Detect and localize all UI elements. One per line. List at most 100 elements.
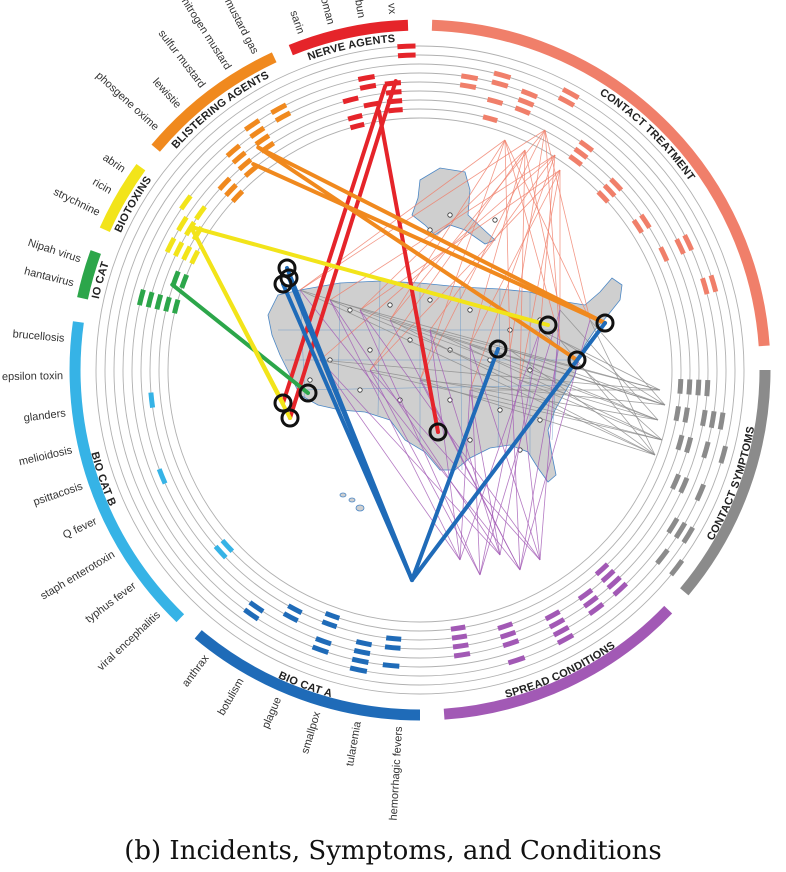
city-marker <box>467 437 473 443</box>
category-arc-contact_symptoms <box>680 369 771 596</box>
agent-label: tularemia <box>344 720 364 768</box>
agent-tick <box>684 436 694 454</box>
agent-tick <box>314 636 332 647</box>
agent-tick <box>596 190 610 204</box>
hawaii <box>339 492 365 512</box>
category-arc-nerve <box>288 19 409 56</box>
agent-tick <box>357 74 375 82</box>
state-border-line <box>459 286 463 471</box>
link-line <box>369 169 561 371</box>
category-arc-bio_b <box>69 321 185 623</box>
agent-label: Nipah virus <box>26 237 83 266</box>
agent-tick <box>274 110 292 123</box>
incident-marker <box>273 393 293 413</box>
agent-label: anthrax <box>180 652 212 689</box>
incident-link <box>288 79 398 420</box>
agent-tick <box>282 611 299 624</box>
agent-tick <box>353 647 371 657</box>
agent-label: smallpox <box>299 710 323 756</box>
figure-caption: (b) Incidents, Symptoms, and Conditions <box>124 836 662 866</box>
incident-marker <box>488 339 508 359</box>
link-line <box>559 309 659 421</box>
agent-tick <box>701 441 711 459</box>
incident-link <box>189 224 292 420</box>
agent-tick <box>548 617 566 630</box>
agent-tick <box>453 651 471 659</box>
usa-map <box>267 167 623 512</box>
agent-tick <box>224 183 238 198</box>
agent-tick <box>507 655 526 666</box>
agent-tick <box>351 656 369 665</box>
agent-label: epsilon toxin <box>2 370 63 383</box>
agent-label: melioidosis <box>18 444 74 468</box>
link-line <box>329 299 661 391</box>
agent-tick <box>451 633 468 641</box>
incident-link <box>410 347 500 582</box>
link-line <box>319 359 461 561</box>
link-line <box>519 169 561 381</box>
agent-label: plague <box>260 695 284 730</box>
link-line <box>369 149 526 371</box>
agent-tick <box>179 273 190 289</box>
agent-tick <box>213 544 228 560</box>
incident-link <box>251 162 607 325</box>
agent-label: abrin <box>100 152 127 176</box>
agent-label: ricin <box>90 176 113 196</box>
category-arc-bio_c <box>77 250 101 300</box>
agent-tick <box>577 587 594 602</box>
agent-tick <box>231 150 247 165</box>
link-line <box>299 289 521 571</box>
link-line <box>509 349 656 456</box>
agent-tick <box>321 619 338 630</box>
agent-tick <box>682 234 694 252</box>
link-line <box>329 299 663 441</box>
agent-tick <box>517 97 535 108</box>
incident-link <box>256 145 579 362</box>
link-line <box>299 129 546 291</box>
link-line <box>469 344 541 561</box>
incident-marker <box>273 274 293 294</box>
agent-tick <box>324 610 341 621</box>
agent-tick <box>482 114 498 124</box>
agent-label: lewistie <box>150 76 183 111</box>
link-line <box>509 129 546 351</box>
agent-tick <box>179 194 193 211</box>
agent-tick <box>700 277 710 295</box>
incident-link <box>281 84 388 405</box>
link-line <box>419 379 521 571</box>
city-marker <box>327 357 333 363</box>
agent-tick <box>655 548 670 565</box>
state-border-line <box>497 288 501 449</box>
agent-tick <box>491 79 509 89</box>
state-border-line <box>299 384 571 391</box>
incident-link <box>256 145 607 325</box>
agent-tick <box>397 43 416 50</box>
link-line <box>299 289 656 456</box>
agent-tick <box>582 594 599 609</box>
agent-label: psittacosis <box>32 480 85 508</box>
agent-tick <box>349 665 368 674</box>
category-label-contact_treatment: CONTACT TREATMENT <box>597 87 697 184</box>
agent-label: Q fever <box>61 515 99 541</box>
city-marker <box>387 302 393 308</box>
agent-tick <box>612 581 629 597</box>
link-line <box>369 369 659 421</box>
link-line <box>504 139 561 341</box>
agent-tick <box>544 609 561 622</box>
ring <box>140 90 700 650</box>
incident-marker <box>428 422 448 442</box>
agent-tick <box>397 52 416 59</box>
agent-tick <box>225 143 242 158</box>
agent-tick <box>675 434 685 451</box>
agent-label: hantavirus <box>23 265 76 289</box>
agent-tick <box>557 95 576 108</box>
ring <box>131 81 709 659</box>
city-marker <box>497 407 503 413</box>
link-line <box>504 139 591 321</box>
agent-label: botulism <box>216 676 247 717</box>
agent-tick <box>552 625 570 638</box>
incident-marker <box>567 350 587 370</box>
link-line <box>459 329 541 561</box>
agent-tick <box>561 87 580 100</box>
